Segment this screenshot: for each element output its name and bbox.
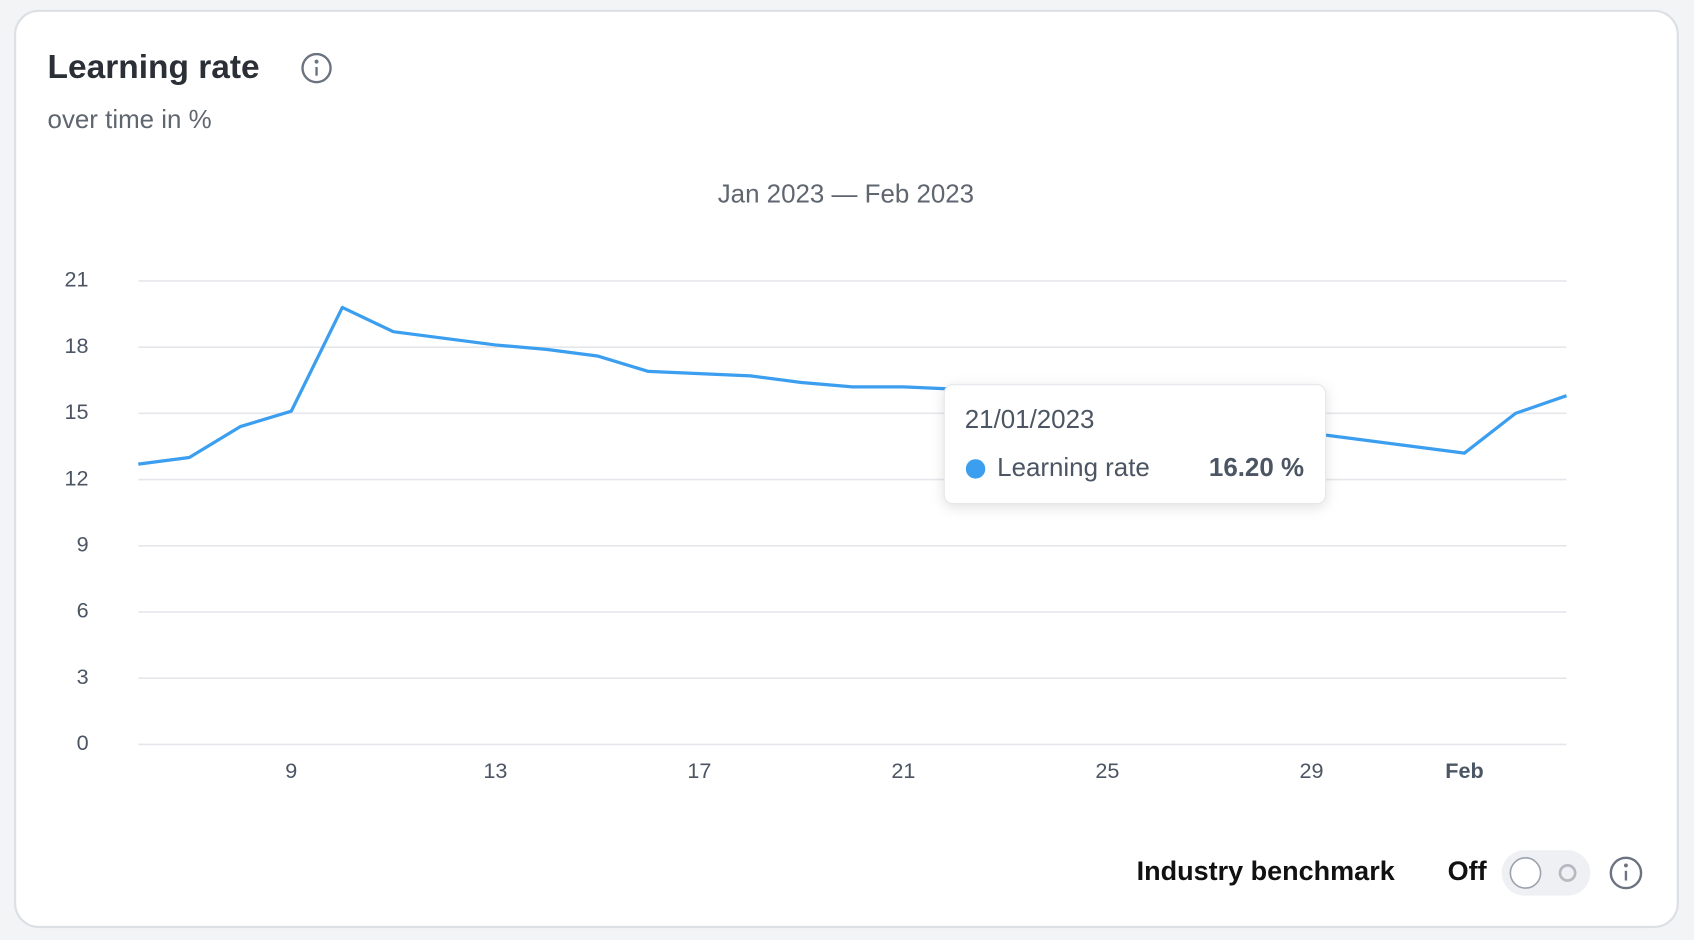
x-tick-label: 29 [1299,758,1323,783]
benchmark-info-icon[interactable] [1609,856,1643,890]
y-tick-label: 12 [65,465,89,490]
x-tick-label: 25 [1095,758,1119,783]
toggle[interactable] [1501,850,1591,896]
y-tick-label: 3 [77,664,89,689]
tooltip-swatch [965,459,986,479]
plot: 0 3 6 9 12 15 18 21 9 13 17 21 25 29 Feb [65,267,1568,783]
tooltip-date: 21/01/2023 [965,406,1095,434]
card-title: Learning rate [48,49,260,86]
subtitle: over time in % [48,106,212,134]
tooltip: 21/01/2023 Learning rate 16.20 % [943,384,1327,505]
x-tick-label: Feb [1445,758,1483,783]
y-tick-label: 15 [65,399,89,424]
x-tick-label: 17 [687,758,711,783]
tooltip-box [943,384,1327,505]
x-tick-label: 13 [483,758,507,783]
y-tick-label: 0 [77,730,89,755]
date-range: Jan 2023 — Feb 2023 [718,180,974,208]
card [14,9,1679,929]
y-tick-label: 9 [77,531,89,556]
benchmark-label: Industry benchmark [1137,856,1396,886]
info-icon[interactable] [301,52,332,84]
y-tick-label: 18 [65,333,89,358]
line [138,305,1568,466]
y-tick-label: 6 [77,598,89,623]
x-tick-label: 21 [891,758,915,783]
x-tick-label: 9 [285,758,297,783]
y-tick-label: 21 [65,267,89,292]
tooltip-value: 16.20 % [1209,454,1304,482]
benchmark-state: Off [1448,856,1488,886]
tooltip-series: Learning rate [997,454,1150,482]
